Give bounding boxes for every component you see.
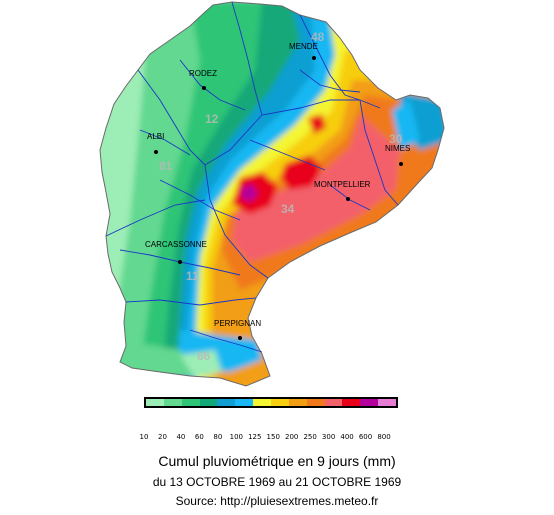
city-marker-rodez bbox=[202, 86, 206, 90]
department-numbers: 48 12 30 81 34 11 66 bbox=[159, 30, 403, 363]
legend-swatch-125 bbox=[253, 399, 272, 406]
dept-number-48: 48 bbox=[311, 30, 325, 44]
department-boundaries bbox=[105, 1, 399, 353]
dept-number-11: 11 bbox=[186, 269, 199, 283]
dept-number-12: 12 bbox=[205, 112, 219, 126]
city-marker-montpellier bbox=[346, 197, 350, 201]
city-label-montpellier: MONTPELLIER bbox=[314, 180, 371, 189]
boundary-aude-herault bbox=[204, 164, 269, 279]
map-date-range: du 13 OCTOBRE 1969 au 21 OCTOBRE 1969 bbox=[152, 475, 402, 489]
boundary-aveyron-tarn bbox=[137, 69, 206, 166]
band-pyrenees-pale bbox=[180, 350, 222, 378]
legend-swatch-40 bbox=[181, 399, 200, 406]
rainfall-map: 48 12 30 81 34 11 66 MENDE RODEZ ALBI NI… bbox=[99, 1, 445, 387]
legend-swatch-400 bbox=[342, 399, 361, 406]
boundary-lozere-gard bbox=[299, 14, 381, 109]
boundary-aude-po bbox=[125, 297, 257, 306]
boundary-herault-north bbox=[204, 99, 360, 166]
city-label-mende: MENDE bbox=[289, 42, 318, 51]
legend-swatch-300 bbox=[324, 399, 343, 406]
legend-label-800: 800 bbox=[377, 433, 391, 441]
city-marker-mende bbox=[312, 56, 316, 60]
dept-number-30: 30 bbox=[389, 132, 403, 146]
legend-swatch-800 bbox=[378, 399, 397, 406]
boundary-tarn-aude bbox=[105, 199, 206, 237]
legend-swatch-600 bbox=[360, 399, 379, 406]
legend-label-200: 200 bbox=[285, 433, 299, 441]
legend-swatch-200 bbox=[288, 399, 307, 406]
color-scale-bar bbox=[144, 397, 398, 408]
city-label-nimes: NIMES bbox=[385, 144, 410, 153]
legend-label-10: 10 bbox=[139, 433, 149, 441]
legend-label-20: 20 bbox=[157, 433, 167, 441]
map-title: Cumul pluviométrique en 9 jours (mm) bbox=[158, 453, 396, 469]
band-600 bbox=[242, 184, 258, 202]
region-outline bbox=[99, 1, 445, 387]
legend-label-600: 600 bbox=[358, 433, 373, 441]
band-400 bbox=[232, 114, 326, 214]
boundary-gard-herault bbox=[359, 99, 399, 206]
city-label-albi: ALBI bbox=[147, 132, 164, 141]
rainfall-bands bbox=[100, 2, 444, 386]
legend-label-300: 300 bbox=[321, 433, 336, 441]
river-4 bbox=[299, 69, 361, 93]
river-7 bbox=[179, 59, 246, 111]
band-300 bbox=[232, 115, 400, 262]
boundary-lozere-aveyron bbox=[231, 1, 263, 116]
legend-label-400: 400 bbox=[340, 433, 354, 441]
city-marker-carcassonne bbox=[178, 260, 182, 264]
legend-swatch-10 bbox=[146, 399, 164, 406]
legend-swatch-60 bbox=[199, 399, 218, 406]
color-scale-labels: 10 20 40 60 80 100 125 150 200 250 300 400 600 800 bbox=[0, 433, 554, 445]
river-1 bbox=[159, 179, 241, 221]
city-marker-albi bbox=[154, 150, 158, 154]
city-label-perpignan: PERPIGNAN bbox=[214, 319, 261, 328]
legend-swatch-80 bbox=[217, 399, 236, 406]
legend-label-40: 40 bbox=[176, 433, 186, 441]
river-3 bbox=[249, 139, 326, 171]
city-marker-nimes bbox=[399, 162, 403, 166]
city-label-rodez: RODEZ bbox=[189, 69, 217, 78]
band-low-east-2 bbox=[392, 100, 420, 150]
legend-swatch-250 bbox=[306, 399, 325, 406]
dept-number-34: 34 bbox=[281, 202, 295, 216]
map-source: Source: http://pluiesextremes.meteo.fr bbox=[175, 494, 379, 508]
river-6 bbox=[139, 129, 191, 156]
legend-label-80: 80 bbox=[213, 433, 223, 441]
legend-label-125: 125 bbox=[248, 433, 262, 441]
city-marker-perpignan bbox=[238, 336, 242, 340]
city-label-carcassonne: CARCASSONNE bbox=[145, 240, 207, 249]
legend-swatch-150 bbox=[271, 399, 289, 406]
legend-label-100: 100 bbox=[229, 433, 243, 441]
legend-swatch-20 bbox=[163, 399, 182, 406]
legend-swatch-100 bbox=[235, 399, 254, 406]
river-5 bbox=[189, 329, 263, 353]
legend-label-150: 150 bbox=[266, 433, 280, 441]
legend-label-250: 250 bbox=[303, 433, 317, 441]
river-8 bbox=[329, 184, 371, 211]
city-markers: MENDE RODEZ ALBI NIMES MONTPELLIER CARCA… bbox=[145, 42, 410, 340]
dept-number-81: 81 bbox=[159, 159, 173, 173]
legend-label-60: 60 bbox=[194, 433, 204, 441]
dept-number-66: 66 bbox=[197, 349, 211, 363]
